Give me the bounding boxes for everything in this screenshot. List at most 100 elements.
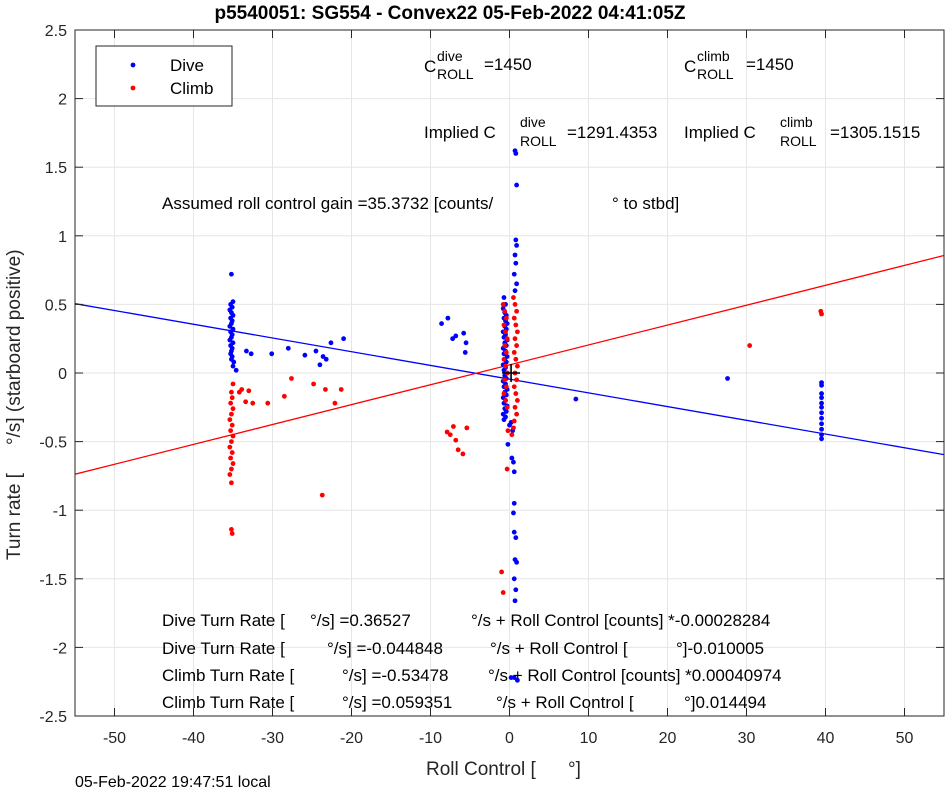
- dive-point: [244, 348, 249, 354]
- x-axis-label-part2: °]: [568, 759, 581, 780]
- climb-point: [250, 400, 256, 406]
- dive-point: [511, 469, 517, 475]
- chart-title: p5540051: SG554 - Convex22 05-Feb-2022 0…: [214, 3, 685, 24]
- dive-point: [514, 559, 520, 565]
- climb-point: [504, 336, 510, 342]
- climb-point: [239, 387, 245, 392]
- dive-point: [819, 382, 824, 388]
- climb-point: [505, 428, 511, 434]
- dive-point: [513, 587, 519, 593]
- climb-point: [503, 384, 509, 390]
- climb-point: [504, 404, 510, 410]
- y-tick-label: 2: [58, 92, 67, 109]
- climb-point: [451, 424, 456, 429]
- dive-point: [227, 337, 233, 343]
- climb-point: [503, 363, 508, 369]
- climb-point: [502, 377, 508, 383]
- dive-point: [231, 359, 237, 365]
- climb-point: [502, 308, 508, 314]
- dive-point: [462, 350, 468, 355]
- climb-point: [514, 377, 520, 383]
- x-tick-label: -40: [182, 730, 205, 747]
- x-tick-label: 20: [659, 730, 677, 747]
- climb-point: [230, 461, 236, 466]
- implied-dive-value: =1291.4353: [567, 123, 657, 142]
- dive-point: [819, 426, 824, 432]
- climb-point: [511, 315, 517, 321]
- climb-point: [455, 447, 461, 453]
- y-tick-label: 0.5: [45, 297, 67, 314]
- fit-eq-4-d: °]0.014494: [684, 693, 766, 712]
- dive-point: [248, 351, 254, 357]
- dive-point: [514, 182, 520, 188]
- dive-point: [511, 576, 517, 582]
- dive-point: [501, 367, 507, 373]
- climb-point: [514, 411, 520, 417]
- climb-point: [513, 356, 519, 362]
- y-tick-label: 2.5: [45, 23, 67, 40]
- c-roll-climb-sub: ROLL: [697, 66, 734, 82]
- fit-eq-1-c: °/s + Roll Control [counts] *-0.00028284: [471, 611, 770, 630]
- climb-point: [230, 433, 236, 439]
- legend-climb-marker: [130, 85, 136, 91]
- dive-point: [819, 391, 824, 396]
- climb-point: [511, 418, 517, 424]
- dive-point: [317, 362, 323, 368]
- c-roll-dive-prefix: C: [424, 57, 436, 76]
- dive-point: [573, 396, 579, 402]
- climb-point: [230, 381, 236, 387]
- y-tick-label: 1: [58, 229, 67, 246]
- dive-point: [819, 404, 824, 410]
- climb-point: [499, 569, 504, 575]
- climb-point: [503, 350, 509, 355]
- y-axis-label-part2: °/s] (starboard positive): [4, 249, 25, 445]
- climb-point: [447, 432, 453, 438]
- x-tick-label: -20: [340, 730, 363, 747]
- dive-point: [439, 321, 444, 327]
- climb-point: [230, 406, 236, 412]
- dive-point: [445, 315, 451, 321]
- x-tick-label: 50: [896, 730, 914, 747]
- climb-point: [512, 404, 518, 410]
- c-roll-dive-sub: ROLL: [437, 66, 474, 82]
- y-tick-label: -0.5: [39, 435, 67, 452]
- dive-point: [511, 510, 516, 516]
- x-axis-label-part1: Roll Control [: [426, 759, 537, 780]
- climb-point: [229, 466, 234, 472]
- dive-point: [819, 395, 824, 401]
- roll-gain-text: Assumed roll control gain =35.3732 [coun…: [162, 194, 494, 213]
- climb-point: [444, 429, 450, 435]
- climb-point: [229, 527, 234, 532]
- implied-dive-sup: dive: [520, 114, 546, 130]
- climb-point: [512, 302, 518, 307]
- climb-point: [503, 398, 508, 403]
- climb-point: [323, 387, 328, 392]
- dive-point: [511, 675, 517, 680]
- dive-point: [512, 252, 518, 258]
- fit-eq-4-b: °/s] =0.059351: [342, 693, 452, 712]
- dive-point: [819, 432, 824, 438]
- climb-point: [464, 425, 470, 431]
- fit-eq-1-a: Dive Turn Rate [: [162, 611, 285, 630]
- climb-point: [453, 437, 459, 443]
- dive-point: [819, 415, 824, 421]
- dive-point: [302, 352, 308, 358]
- climb-point: [515, 398, 520, 403]
- dive-point: [328, 340, 334, 346]
- dive-point: [819, 436, 824, 442]
- climb-point: [747, 343, 753, 348]
- implied-climb-sup: climb: [780, 114, 813, 130]
- climb-point: [229, 389, 234, 395]
- climb-point: [229, 480, 234, 486]
- implied-climb-value: =1305.1515: [830, 123, 920, 142]
- data-points: [227, 148, 824, 683]
- climb-point: [512, 336, 518, 342]
- dive-point: [511, 529, 517, 535]
- dive-point: [501, 417, 507, 423]
- climb-point: [227, 417, 233, 423]
- roll-gain-unit: ° to stbd]: [612, 194, 679, 213]
- dive-point: [514, 243, 520, 248]
- climb-point: [289, 376, 294, 381]
- climb-point: [511, 350, 517, 355]
- implied-c-roll-dive: Implied C dive ROLL =1291.4353: [424, 114, 657, 149]
